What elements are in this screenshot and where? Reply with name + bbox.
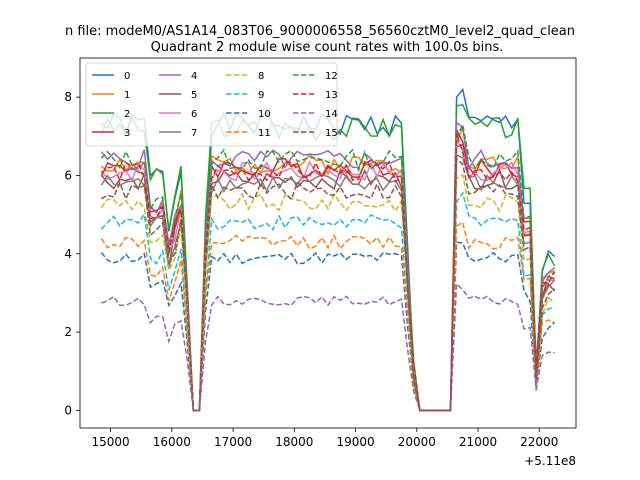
x-tick-label: 20000: [398, 435, 436, 449]
x-axis-ticks: 15000 16000 17000 18000 19000 20000 21000 22000: [92, 428, 558, 449]
series-line-15: [101, 157, 556, 412]
legend-label-15: 15: [325, 128, 338, 139]
x-tick-label: 17000: [214, 435, 252, 449]
legend-label-14: 14: [325, 109, 338, 120]
x-tick-label: 21000: [459, 435, 497, 449]
chart-suptitle: n file: modeM0/AS1A14_083T06_9000006558_…: [65, 24, 575, 39]
legend-label-6: 6: [191, 109, 197, 120]
legend-label-10: 10: [258, 109, 271, 120]
x-tick-label: 22000: [520, 435, 558, 449]
x-tick-label: 19000: [336, 435, 374, 449]
y-tick-label: 6: [64, 168, 72, 182]
legend-label-11: 11: [258, 128, 271, 139]
x-tick-label: 18000: [275, 435, 313, 449]
series-line-12: [100, 122, 556, 412]
legend-label-13: 13: [325, 90, 338, 101]
legend-label-9: 9: [258, 90, 264, 101]
legend-box: [85, 62, 338, 147]
series-lines: [100, 87, 556, 412]
series-line-7: [100, 153, 556, 412]
x-offset-label: +5.11e8: [524, 454, 576, 468]
series-line-3: [100, 129, 555, 412]
series-line-13: [100, 132, 556, 412]
y-tick-label: 2: [64, 325, 72, 339]
legend-label-0: 0: [124, 71, 130, 82]
series-line-10: [100, 241, 556, 412]
series-line-6: [100, 137, 555, 412]
x-tick-label: 15000: [92, 435, 130, 449]
y-tick-label: 8: [64, 90, 72, 104]
y-axis-ticks: 0 2 4 6 8: [64, 90, 80, 417]
series-line-14: [101, 282, 555, 412]
legend-label-4: 4: [191, 71, 197, 82]
plot-frame: [79, 57, 577, 429]
series-line-9: [100, 191, 555, 412]
x-tick-label: 16000: [153, 435, 191, 449]
legend-label-5: 5: [191, 90, 197, 101]
legend-label-2: 2: [124, 109, 130, 120]
y-tick-label: 0: [64, 403, 72, 417]
series-line-8: [100, 173, 556, 412]
series-line-5: [100, 143, 556, 412]
series-line-11: [100, 220, 555, 412]
chart-title: Quadrant 2 module wise count rates with …: [151, 40, 504, 55]
legend-label-12: 12: [325, 71, 338, 82]
legend-label-8: 8: [258, 71, 264, 82]
legend-label-1: 1: [124, 90, 130, 101]
y-tick-label: 4: [64, 247, 72, 261]
legend-label-3: 3: [124, 128, 130, 139]
legend-label-7: 7: [191, 128, 197, 139]
